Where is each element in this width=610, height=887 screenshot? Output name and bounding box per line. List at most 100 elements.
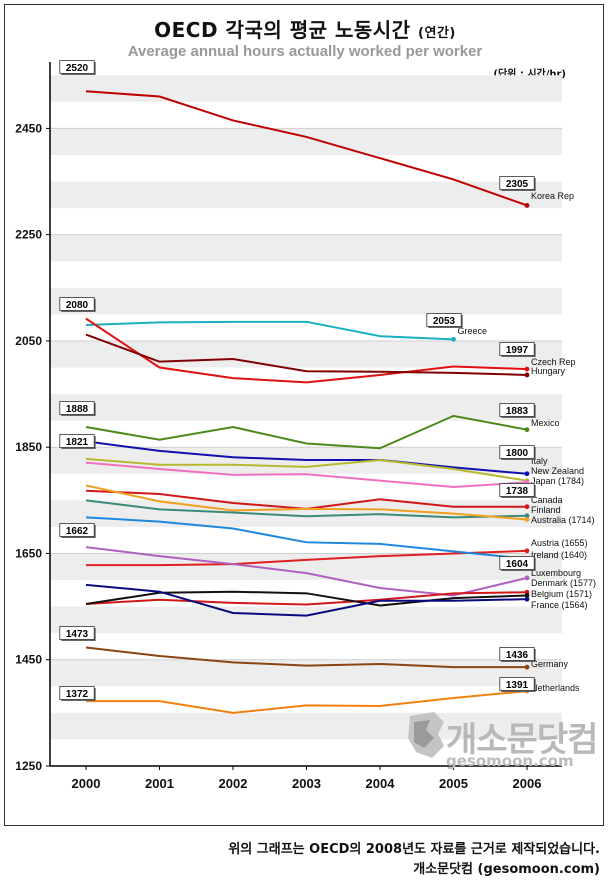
x-tick-label: 2002 — [219, 776, 248, 791]
series-line — [85, 414, 528, 450]
grid-band — [50, 553, 562, 581]
end-value-callout-text: 1800 — [506, 448, 529, 459]
series-line — [86, 690, 528, 714]
unit-label: (단위 : 시간/hr) — [493, 69, 566, 80]
series-end-point — [451, 336, 456, 342]
grid-band — [50, 394, 562, 421]
chart-frame — [4, 4, 604, 826]
series-name-label: New Zealand — [531, 466, 584, 476]
grid-band — [50, 340, 562, 368]
series-name-label: Greece — [458, 326, 488, 336]
series-name-label: Canada — [531, 495, 563, 505]
grid-band — [50, 606, 562, 634]
start-value-callout — [59, 686, 95, 700]
series-name-label: Germany — [531, 659, 569, 669]
start-value-callout-text: 1888 — [66, 404, 89, 415]
end-value-callout — [499, 677, 535, 691]
grid-band — [50, 500, 562, 527]
x-tick-label: 2000 — [72, 776, 101, 791]
start-value-callout — [59, 401, 95, 415]
series-line — [85, 499, 528, 519]
y-tick-label: 1250 — [15, 759, 42, 773]
end-value-callout-text: 1391 — [506, 680, 529, 691]
watermark-logo-mark — [408, 712, 444, 758]
series-end-point — [524, 366, 530, 372]
series-name-label: Czech Rep — [531, 357, 576, 367]
end-value-callout-text: 1997 — [506, 345, 529, 356]
series-name-label: Mexico — [531, 418, 560, 428]
end-value-callout — [499, 403, 535, 417]
watermark-url: gesomoon.com — [446, 752, 574, 770]
y-tick-label: 2050 — [15, 334, 42, 348]
series-line — [85, 461, 528, 489]
start-value-callout — [59, 523, 95, 537]
watermark-logo: 개소문닷컴 — [446, 720, 598, 760]
end-value-callout — [499, 556, 535, 570]
series-line — [85, 583, 528, 617]
series-name-label: Austria (1655) — [531, 538, 588, 548]
end-value-callout-text: 2305 — [506, 179, 529, 190]
series-end-point — [524, 427, 530, 433]
series-name-label: Hungary — [531, 366, 566, 376]
y-tick-label: 1650 — [15, 546, 42, 560]
series-line — [85, 516, 528, 560]
y-tick-label: 1850 — [15, 440, 42, 454]
series-line — [85, 317, 528, 384]
series-line — [85, 320, 454, 341]
series-name-label: Italy — [531, 456, 548, 466]
end-value-callout — [499, 445, 535, 459]
line-chart: 1250 1450 1650 1850 2050 2250 2450 2000 2001 2002… — [15, 60, 596, 791]
series-line — [85, 646, 527, 669]
series-end-point — [524, 664, 530, 670]
series-end-point — [524, 372, 530, 378]
end-value-callout — [499, 483, 535, 497]
series-end-point — [524, 517, 530, 522]
x-tick-label: 2001 — [145, 776, 174, 791]
series-name-label: France (1564) — [531, 600, 588, 610]
series-line — [85, 546, 528, 597]
series-name-label: Korea Rep — [531, 191, 574, 201]
title-suffix: (연간) — [418, 26, 456, 41]
series-line — [85, 457, 528, 482]
series-name-label: Denmark (1577) — [531, 578, 596, 588]
series-name-label: Netherlands — [531, 683, 580, 693]
series-name-label: Belgium (1571) — [531, 589, 592, 599]
start-value-callout-text: 2080 — [66, 300, 89, 311]
footer-credit: 개소문닷컴 (gesomoon.com) — [413, 862, 600, 877]
grid-band — [50, 181, 562, 209]
series-line — [85, 90, 528, 207]
series-end-point — [524, 548, 530, 554]
start-value-callout — [59, 434, 95, 448]
x-tick-label: 2004 — [366, 776, 396, 791]
end-value-callout — [426, 313, 462, 327]
grid-band — [50, 234, 562, 262]
x-tick-label: 2005 — [439, 776, 468, 791]
start-value-callout-text: 1662 — [66, 526, 89, 537]
footer-note: 위의 그래프는 OECD의 2008년도 자료를 근거로 제작되었습니다. — [228, 842, 600, 857]
end-value-callout-text: 2053 — [433, 316, 456, 327]
start-value-callout — [59, 626, 95, 640]
series-line — [85, 590, 528, 607]
series-end-point — [524, 203, 530, 208]
x-tick-label: 2006 — [513, 776, 542, 791]
series-end-point — [524, 513, 530, 519]
end-value-callout-text: 1604 — [506, 559, 529, 570]
series-end-point — [524, 596, 530, 602]
series-line — [85, 591, 528, 606]
chart-title: OECD 각국의 평균 노동시간 (연간) — [0, 14, 610, 43]
series-end-point — [524, 593, 530, 598]
start-value-callout — [59, 297, 95, 311]
y-tick-label: 2250 — [15, 228, 42, 242]
series-line — [86, 549, 528, 567]
series-end-point — [524, 471, 530, 477]
end-value-callout-text: 1436 — [506, 650, 529, 661]
end-value-callout — [499, 176, 535, 190]
series-end-point — [524, 575, 530, 581]
y-tick-label: 1450 — [15, 653, 42, 667]
start-value-callout-text: 2520 — [66, 63, 89, 74]
series-line — [85, 484, 528, 521]
grid-band — [50, 75, 562, 102]
grid-band — [50, 128, 562, 155]
chart-subtitle: Average annual hours actually worked per… — [127, 43, 483, 60]
end-value-callout-text: 1883 — [506, 406, 529, 417]
